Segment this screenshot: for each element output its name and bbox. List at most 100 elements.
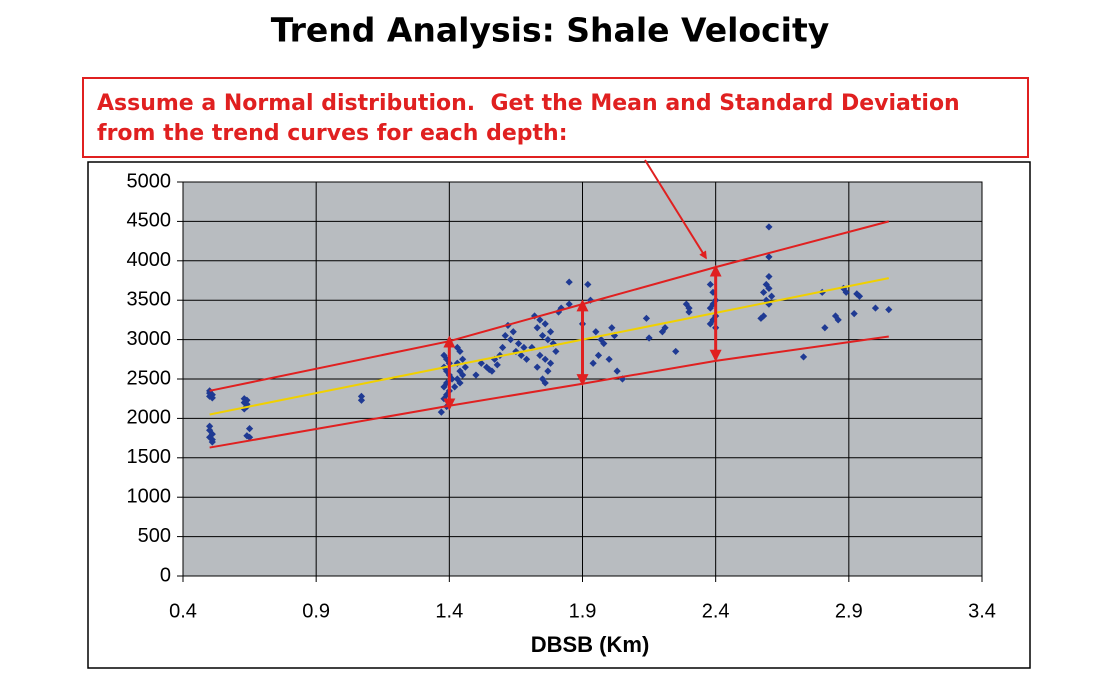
data-point <box>541 320 549 328</box>
data-point <box>850 309 858 318</box>
data-point <box>871 304 880 312</box>
y-tick-label: 1500 <box>127 446 172 468</box>
y-tick-label: 3500 <box>127 288 172 310</box>
data-point <box>672 347 680 356</box>
chart-frame <box>87 161 1031 669</box>
data-point <box>459 355 467 363</box>
data-point <box>608 324 616 332</box>
data-point <box>520 343 528 352</box>
data-point <box>533 363 541 371</box>
data-point <box>597 336 605 344</box>
data-point <box>357 396 366 404</box>
data-point <box>243 432 251 440</box>
data-point <box>546 328 555 336</box>
data-point <box>765 223 773 231</box>
data-point <box>206 422 214 430</box>
data-point <box>206 426 214 434</box>
data-point <box>760 288 768 296</box>
data-point <box>485 365 493 374</box>
x-tick-label: 2.4 <box>702 600 730 622</box>
data-point <box>765 300 773 308</box>
chart-title: Trend Analysis: Shale Velocity <box>271 11 830 50</box>
data-point <box>584 280 592 289</box>
y-tick-label: 1000 <box>127 485 172 507</box>
data-point <box>536 316 544 324</box>
data-point <box>645 334 653 342</box>
data-point <box>842 288 850 296</box>
data-point <box>760 312 768 320</box>
data-point <box>546 359 555 367</box>
data-point <box>855 292 864 300</box>
data-point <box>538 332 547 340</box>
data-point <box>765 284 773 292</box>
data-point <box>245 425 254 433</box>
data-point <box>605 355 613 363</box>
data-point <box>831 312 840 320</box>
data-point <box>557 304 565 312</box>
x-tick-label: 3.4 <box>968 600 996 622</box>
annotation-text: from the trend curves for each depth: <box>97 121 568 146</box>
data-point <box>765 253 773 261</box>
data-point <box>685 304 693 312</box>
data-point <box>530 312 539 320</box>
annotation-pointer <box>644 159 707 260</box>
data-point <box>821 324 829 332</box>
data-point <box>456 379 464 387</box>
x-tick-label: 0.4 <box>169 600 197 622</box>
y-tick-label: 5000 <box>127 170 172 192</box>
data-point <box>541 355 549 363</box>
data-point <box>658 328 666 336</box>
data-point <box>565 300 573 308</box>
data-point <box>472 371 480 379</box>
y-tick-label: 2000 <box>127 407 172 429</box>
x-tick-label: 1.9 <box>569 600 597 622</box>
data-point <box>757 314 765 322</box>
data-point <box>610 332 619 340</box>
y-tick-label: 3000 <box>127 328 172 350</box>
data-point <box>514 339 523 348</box>
data-point <box>501 332 509 340</box>
data-point <box>600 339 608 348</box>
trend-line <box>209 277 889 416</box>
data-point <box>240 405 248 413</box>
data-point <box>549 339 557 348</box>
data-point <box>522 355 531 363</box>
data-point <box>357 392 366 400</box>
data-point <box>642 314 651 322</box>
data-point <box>834 316 842 324</box>
data-point <box>453 359 461 367</box>
data-point <box>453 343 461 352</box>
data-point <box>592 328 600 336</box>
data-point <box>509 328 517 336</box>
data-point <box>853 290 861 298</box>
data-point <box>459 371 467 379</box>
data-point <box>589 359 597 367</box>
data-point <box>437 408 445 416</box>
data-point <box>565 278 573 286</box>
y-tick-label: 2500 <box>127 367 172 389</box>
data-point <box>456 347 464 356</box>
annotation-box <box>82 77 1029 158</box>
data-point <box>765 272 773 281</box>
data-point <box>208 430 216 438</box>
data-point <box>477 359 485 367</box>
y-tick-label: 0 <box>160 564 171 586</box>
data-point <box>208 394 216 402</box>
plot-area: 0 500 1000 1500 2000 2500 3000 3500 4000 4500 5000… <box>127 170 996 622</box>
data-point <box>208 438 216 446</box>
data-point <box>544 367 552 375</box>
y-tick-label: 4500 <box>127 210 172 232</box>
y-tick-label: 500 <box>138 525 171 547</box>
data-point <box>594 351 603 359</box>
data-point <box>799 353 808 361</box>
x-axis-label: DBSB (Km) <box>531 632 650 657</box>
data-point <box>544 336 552 344</box>
data-point <box>552 347 560 356</box>
data-point <box>493 361 501 369</box>
data-point <box>685 308 693 316</box>
data-point <box>538 375 547 383</box>
data-point <box>613 367 621 375</box>
annotation-text: Assume a Normal distribution. Get the Me… <box>97 91 960 116</box>
data-point <box>517 351 525 359</box>
